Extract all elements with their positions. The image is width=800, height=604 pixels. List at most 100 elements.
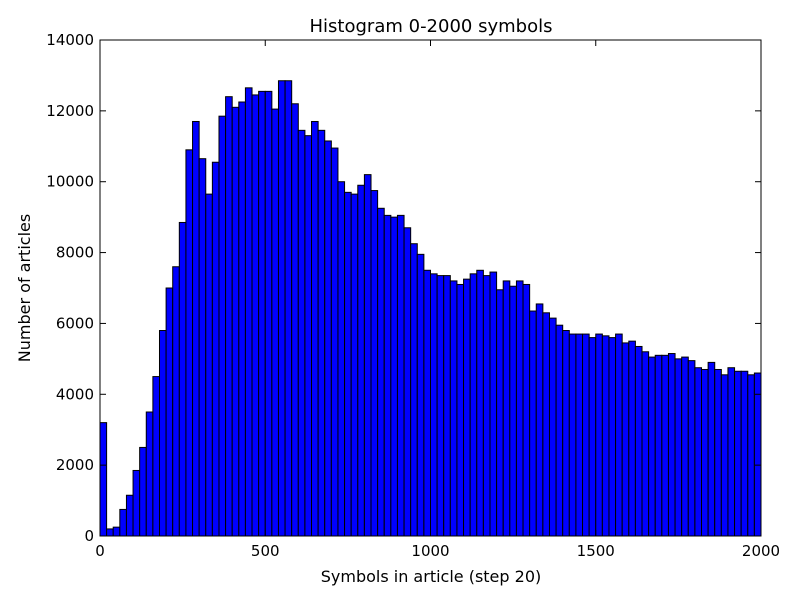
histogram-bar xyxy=(641,351,650,537)
histogram-bar xyxy=(158,330,167,537)
histogram-bar xyxy=(403,227,412,537)
histogram-bar xyxy=(522,283,531,537)
histogram-bar xyxy=(476,269,484,537)
histogram-bar xyxy=(324,140,332,537)
histogram-bar xyxy=(568,333,577,537)
histogram-bar xyxy=(548,317,557,537)
histogram-bar xyxy=(621,342,630,537)
histogram-bar xyxy=(192,120,200,537)
histogram-bar xyxy=(311,120,319,537)
histogram-bar xyxy=(152,376,160,537)
y-tick-label: 10000 xyxy=(46,173,94,191)
histogram-bar xyxy=(264,90,273,537)
x-tick-label: 1000 xyxy=(411,542,449,560)
histogram-bar xyxy=(542,312,550,537)
histogram-bar xyxy=(648,356,656,537)
histogram-bar xyxy=(304,135,313,537)
histogram-bar xyxy=(575,333,584,537)
histogram-bar xyxy=(106,528,114,537)
histogram-bar xyxy=(218,115,227,537)
y-tick-label: 8000 xyxy=(56,244,94,262)
histogram-bar xyxy=(231,106,240,537)
histogram-bar xyxy=(436,275,445,537)
histogram-bar xyxy=(363,174,372,537)
histogram-bar xyxy=(165,287,174,537)
histogram-bar xyxy=(634,345,643,537)
histogram-bar xyxy=(211,161,220,537)
histogram-bar xyxy=(172,266,180,537)
histogram-bar xyxy=(469,273,478,537)
histogram-bar xyxy=(608,337,617,537)
y-tick-label: 12000 xyxy=(46,102,94,120)
histogram-bar xyxy=(694,367,703,537)
histogram-bar xyxy=(350,193,359,537)
y-axis-ticks: 0 2000 4000 6000 8000 10000 12000 14000 xyxy=(46,31,761,545)
histogram-bar xyxy=(661,354,669,537)
histogram-bar xyxy=(588,337,597,537)
x-tick-label: 500 xyxy=(251,542,280,560)
histogram-bar xyxy=(582,333,590,537)
histogram-bar xyxy=(423,269,432,537)
histogram-bar xyxy=(99,422,108,537)
histogram-bar xyxy=(139,446,147,537)
y-tick-label: 14000 xyxy=(46,31,94,49)
histogram-bar xyxy=(277,80,286,537)
histogram-bar xyxy=(681,356,689,537)
x-tick-label: 0 xyxy=(95,542,105,560)
histogram-bar xyxy=(317,129,326,537)
x-axis-label: Symbols in article (step 20) xyxy=(321,567,542,586)
histogram-bar xyxy=(410,243,418,537)
histogram-bar xyxy=(238,101,246,537)
y-tick-label: 4000 xyxy=(56,385,94,403)
histogram-bar xyxy=(205,193,213,537)
histogram-bar xyxy=(615,333,623,537)
histogram-bar xyxy=(727,367,736,537)
histogram-bar xyxy=(430,273,438,537)
histogram-bar xyxy=(595,333,603,537)
y-axis-label: Number of articles xyxy=(15,214,34,362)
histogram-bar xyxy=(145,411,154,537)
histogram-bar xyxy=(535,303,544,537)
histogram-bar xyxy=(271,108,279,537)
x-tick-label: 1500 xyxy=(577,542,615,560)
histogram-bar xyxy=(112,526,121,537)
histogram-bar xyxy=(502,280,511,537)
y-tick-label: 6000 xyxy=(56,314,94,332)
histogram-bar xyxy=(562,330,570,537)
histogram-bar xyxy=(443,275,451,537)
bars-group xyxy=(99,80,762,537)
histogram-bar xyxy=(251,94,260,537)
histogram-bar xyxy=(383,214,392,537)
histogram-bar xyxy=(185,149,194,537)
histogram-bar xyxy=(707,361,716,537)
histogram-bar xyxy=(396,214,405,537)
histogram-bar xyxy=(489,271,498,537)
histogram-bar xyxy=(628,340,636,537)
chart-title: Histogram 0-2000 symbols xyxy=(310,16,553,37)
histogram-bar xyxy=(416,253,425,537)
histogram-bar xyxy=(740,370,749,537)
x-tick-label: 2000 xyxy=(742,542,780,560)
histogram-bar xyxy=(720,374,729,537)
histogram-bar xyxy=(449,280,458,537)
histogram-bar xyxy=(482,275,491,537)
histogram-bar xyxy=(198,158,207,537)
histogram-bar xyxy=(601,335,610,537)
histogram-bar xyxy=(225,96,233,537)
histogram-bar xyxy=(284,80,293,537)
histogram-bar xyxy=(674,358,683,537)
histogram-bar xyxy=(463,278,471,537)
histogram-bar xyxy=(297,129,306,537)
histogram-bar xyxy=(132,469,141,537)
histogram-bar xyxy=(529,310,537,537)
histogram-bar xyxy=(509,285,517,537)
histogram-bar xyxy=(330,147,339,537)
histogram-bar xyxy=(734,370,742,537)
histogram-bar xyxy=(244,87,253,537)
y-tick-label: 2000 xyxy=(56,456,94,474)
histogram-bar xyxy=(344,191,352,537)
histogram-bar xyxy=(747,374,755,537)
histogram-bar xyxy=(337,181,346,537)
